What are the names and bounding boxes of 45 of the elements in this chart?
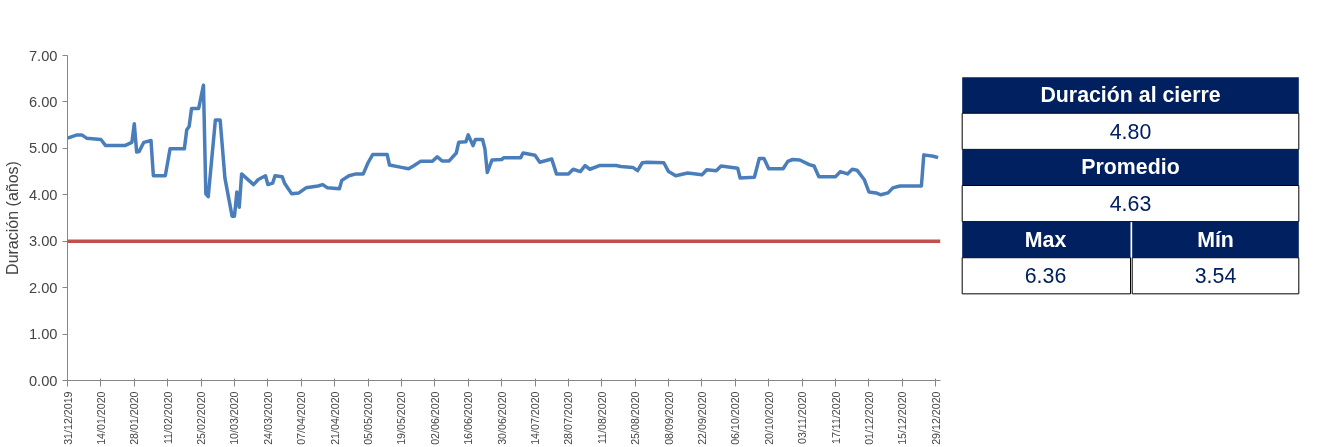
y-tick-label: 2.00 bbox=[28, 279, 58, 296]
y-tick-label: 6.00 bbox=[28, 93, 58, 110]
text: Duración al cierre bbox=[1040, 83, 1221, 108]
x-tick-label: 11/08/2020 bbox=[595, 391, 608, 445]
x-tick-label: 28/01/2020 bbox=[128, 391, 141, 445]
x-tick-label: 22/09/2020 bbox=[695, 391, 708, 445]
x-tick-label: 05/05/2020 bbox=[362, 391, 375, 445]
y-tick-label: 3.00 bbox=[28, 233, 58, 250]
x-tick-label: 03/11/2020 bbox=[796, 391, 809, 445]
x-tick-label: 21/04/2020 bbox=[328, 391, 341, 445]
y-tick-label: 0.00 bbox=[28, 372, 58, 389]
text: Max bbox=[1024, 227, 1067, 252]
x-tick-label: 10/03/2020 bbox=[228, 391, 241, 445]
y-tick-label: 7.00 bbox=[28, 47, 58, 64]
x-tick-label: 08/09/2020 bbox=[662, 391, 675, 445]
text: Promedio bbox=[1081, 155, 1180, 180]
x-tick-label: 14/07/2020 bbox=[529, 391, 542, 445]
x-tick-label: 24/03/2020 bbox=[261, 391, 274, 445]
text: 3.54 bbox=[1194, 264, 1237, 289]
text: 6.36 bbox=[1024, 264, 1067, 289]
x-tick-label: 17/11/2020 bbox=[829, 391, 842, 445]
x-tick-label: 25/08/2020 bbox=[629, 391, 642, 445]
y-tick-label: 5.00 bbox=[28, 140, 58, 157]
y-tick-label: 1.00 bbox=[28, 326, 58, 343]
x-tick-label: 16/06/2020 bbox=[462, 391, 475, 445]
x-tick-label: 20/10/2020 bbox=[762, 391, 775, 445]
line-series bbox=[67, 83, 940, 218]
text: 4.63 bbox=[1109, 192, 1152, 217]
text: 4.80 bbox=[1109, 119, 1152, 144]
x-tick-label: 19/05/2020 bbox=[395, 391, 408, 445]
x-tick-label: 15/12/2020 bbox=[896, 391, 909, 445]
x-tick-label: 02/06/2020 bbox=[428, 391, 441, 445]
x-tick-label: 28/07/2020 bbox=[562, 391, 575, 445]
x-tick-label: 14/01/2020 bbox=[94, 391, 107, 445]
x-tick-label: 01/12/2020 bbox=[862, 391, 875, 445]
y-axis-title: Duración (años) bbox=[3, 161, 21, 275]
y-tick-label: 4.00 bbox=[28, 186, 58, 203]
text: Mín bbox=[1197, 227, 1234, 252]
x-tick-label: 06/10/2020 bbox=[729, 391, 742, 445]
x-tick-label: 07/04/2020 bbox=[295, 391, 308, 445]
x-tick-label: 30/06/2020 bbox=[495, 391, 508, 445]
x-tick-label: 25/02/2020 bbox=[195, 391, 208, 445]
x-tick-label: 11/02/2020 bbox=[161, 391, 174, 445]
x-tick-label: 31/12/2019 bbox=[61, 391, 74, 445]
x-tick-label: 29/12/2020 bbox=[929, 391, 942, 445]
